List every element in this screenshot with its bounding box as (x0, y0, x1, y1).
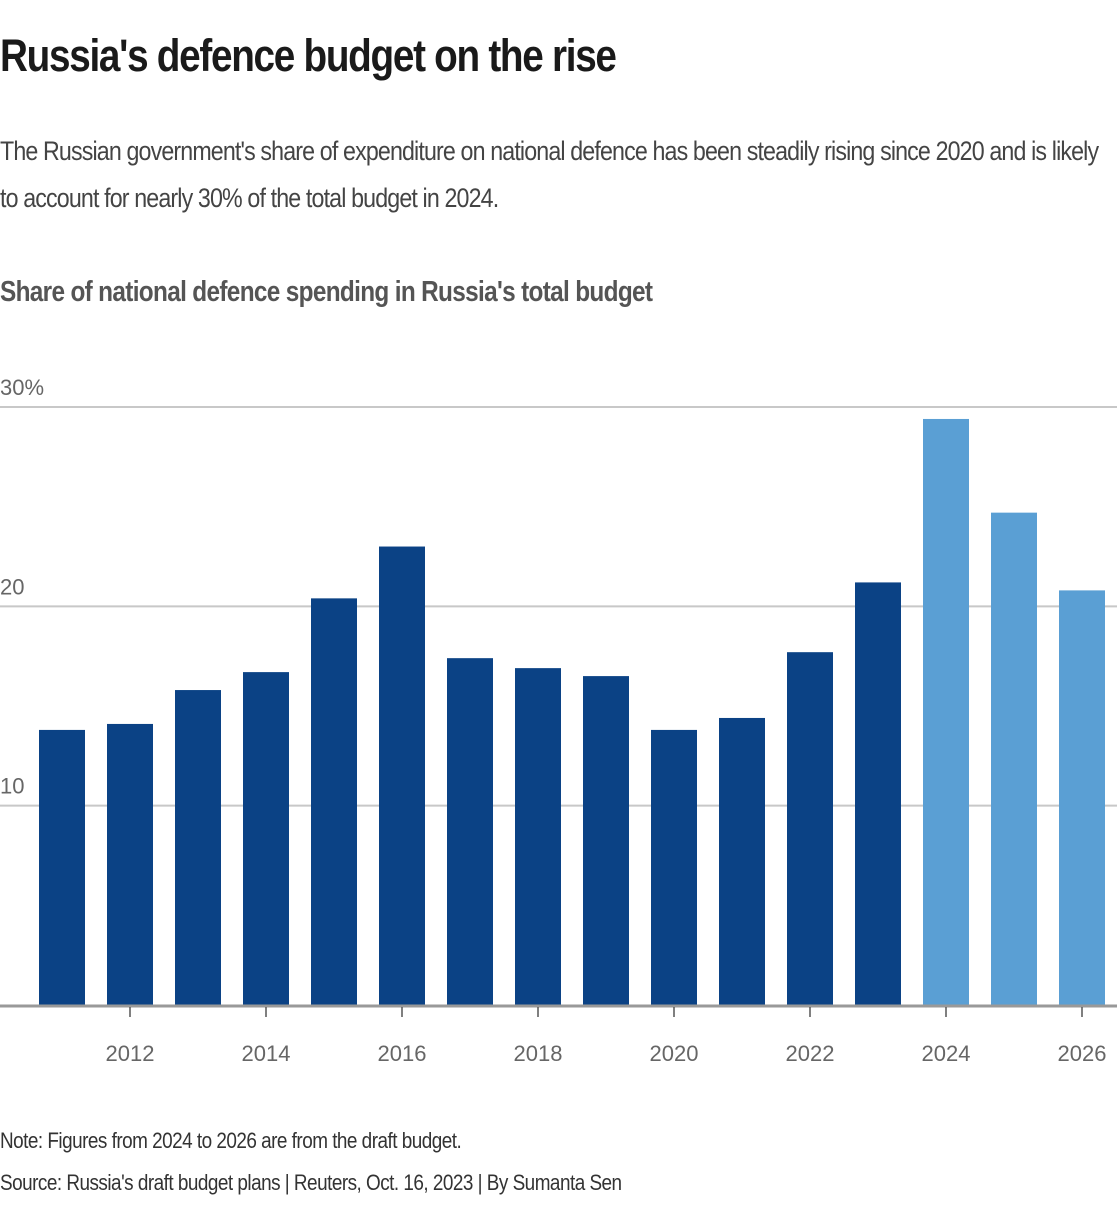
bar-2014 (243, 672, 289, 1005)
bar-2016 (379, 546, 425, 1005)
page-title: Russia's defence budget on the rise (0, 30, 617, 81)
bar-2022 (787, 652, 833, 1005)
page-subtitle: The Russian government's share of expend… (0, 136, 1099, 213)
y-tick-label: 10 (0, 774, 24, 799)
x-tick-label: 2018 (514, 1041, 563, 1066)
footnote: Note: Figures from 2024 to 2026 are from… (0, 1128, 462, 1153)
bar-2023 (855, 582, 901, 1005)
x-tick-label: 2014 (242, 1041, 291, 1066)
bar-2011 (39, 729, 85, 1005)
y-tick-label: 20 (0, 574, 24, 599)
x-tick-label: 2022 (786, 1041, 835, 1066)
bar-2015 (311, 598, 357, 1005)
bar-2019 (583, 676, 629, 1005)
bar-2017 (447, 658, 493, 1005)
bar-2020 (651, 729, 697, 1005)
bar-2025 (991, 512, 1037, 1005)
bar-2026 (1059, 590, 1105, 1005)
x-tick-label: 2016 (378, 1041, 427, 1066)
bar-2013 (175, 690, 221, 1005)
bar-2018 (515, 668, 561, 1005)
bar-2024 (923, 418, 969, 1006)
bar-2012 (107, 723, 153, 1005)
y-tick-label: 30% (0, 375, 44, 400)
x-tick-label: 2012 (106, 1041, 155, 1066)
x-tick-label: 2026 (1058, 1041, 1107, 1066)
x-tick-label: 2020 (650, 1041, 699, 1066)
source-credit: Source: Russia's draft budget plans | Re… (0, 1170, 622, 1195)
bar-chart: 10 20 30% 2012 2014 2016 2018 2020 2022 2024 2026 (0, 375, 1117, 1066)
bar-2021 (719, 717, 765, 1005)
bars (39, 418, 1105, 1006)
x-tick-label: 2024 (922, 1041, 971, 1066)
x-axis: 2012 2014 2016 2018 2020 2022 2024 2026 (0, 1004, 1117, 1066)
chart-title: Share of national defence spending in Ru… (0, 276, 653, 308)
